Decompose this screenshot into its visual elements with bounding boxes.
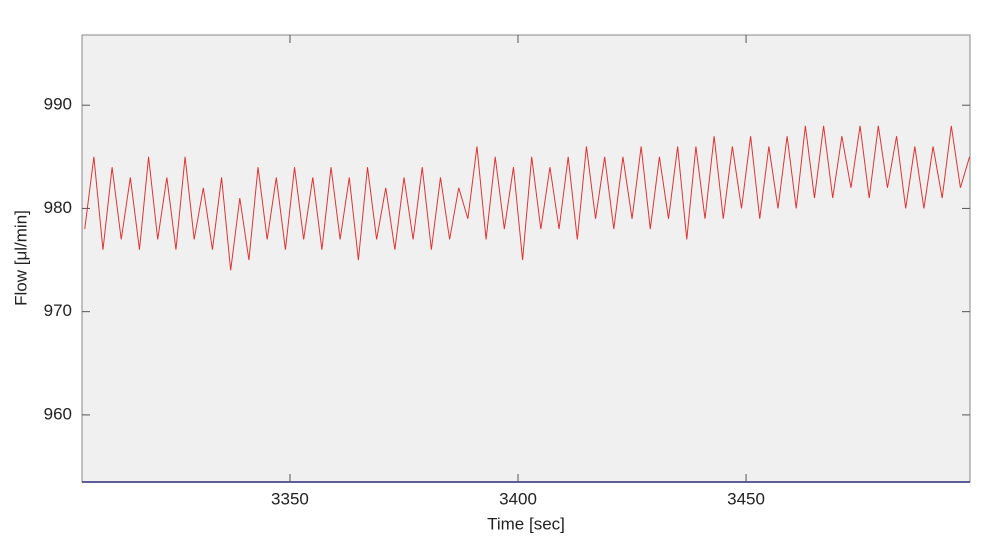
x-tick-label: 3350 — [271, 489, 309, 508]
y-tick-label: 980 — [44, 198, 72, 217]
data-line — [84, 125, 971, 271]
y-tick-label: 990 — [44, 95, 72, 114]
plot-area — [81, 34, 971, 483]
y-axis-label: Flow [μl/min] — [11, 210, 30, 306]
y-tick-label: 970 — [44, 301, 72, 320]
y-tick-label: 960 — [44, 404, 72, 423]
x-tick-label: 3400 — [499, 489, 537, 508]
x-tick-label: 3450 — [727, 489, 765, 508]
x-axis-label: Time [sec] — [487, 514, 565, 533]
